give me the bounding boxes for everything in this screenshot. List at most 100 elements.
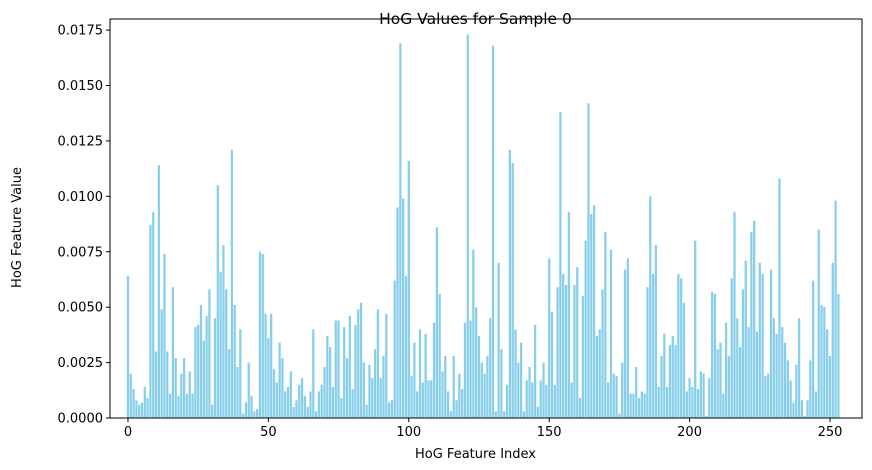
bar — [584, 240, 587, 418]
bar — [772, 318, 775, 418]
bar — [194, 327, 197, 418]
bar — [694, 240, 697, 418]
bar — [345, 358, 349, 418]
bar — [727, 355, 731, 418]
bar — [567, 211, 570, 418]
bar — [343, 327, 346, 418]
bar — [710, 291, 714, 418]
y-tick-label: 0.0025 — [58, 356, 104, 371]
bar — [604, 231, 607, 418]
bar — [331, 386, 335, 418]
bar — [281, 358, 284, 418]
bar — [626, 258, 629, 418]
bar — [286, 386, 290, 418]
bar — [385, 313, 388, 418]
bar — [334, 320, 337, 418]
bar — [326, 335, 329, 418]
bar — [475, 307, 478, 418]
bar — [452, 355, 455, 418]
bar — [424, 333, 427, 418]
bar — [685, 391, 688, 418]
bar — [522, 411, 526, 418]
bar — [837, 293, 840, 418]
bar — [778, 178, 781, 418]
bar — [185, 393, 189, 418]
bar — [803, 415, 806, 418]
bar — [222, 245, 225, 418]
bar — [646, 287, 649, 418]
y-tick-label: 0.0125 — [58, 134, 104, 149]
bar — [514, 329, 517, 418]
bar — [441, 371, 444, 418]
bar — [828, 355, 832, 418]
bar — [536, 406, 540, 418]
bar — [556, 287, 559, 418]
bar — [682, 302, 686, 418]
bar — [525, 380, 528, 418]
bar — [463, 322, 467, 418]
bar — [413, 342, 416, 418]
bar — [716, 349, 719, 418]
bar — [303, 395, 307, 418]
bar — [607, 382, 610, 418]
x-tick-label: 150 — [537, 425, 562, 440]
bar — [831, 262, 834, 418]
x-axis-title: HoG Feature Index — [415, 447, 536, 462]
bar — [601, 289, 604, 418]
bar — [233, 304, 236, 418]
bar — [812, 280, 815, 418]
y-tick-label: 0.0075 — [58, 245, 104, 260]
bar — [724, 322, 728, 418]
bar — [747, 327, 750, 418]
bar — [635, 367, 638, 418]
bar — [491, 45, 495, 418]
bar — [138, 404, 141, 418]
bar — [654, 245, 658, 418]
bar — [219, 271, 222, 418]
bar — [174, 358, 177, 418]
bar — [365, 404, 368, 418]
bar — [559, 112, 562, 418]
bar — [800, 400, 804, 418]
bar — [643, 393, 646, 418]
bar — [733, 211, 736, 418]
bar — [329, 347, 332, 418]
bar — [449, 411, 453, 418]
bar — [216, 185, 219, 418]
bar — [129, 373, 132, 418]
bar — [191, 393, 194, 418]
bar — [744, 260, 747, 418]
bar — [651, 273, 655, 418]
bar — [623, 269, 627, 418]
bar — [702, 373, 705, 418]
bar — [284, 391, 287, 418]
y-tick-label: 0.0175 — [58, 24, 104, 39]
bar — [368, 364, 371, 418]
bar — [264, 313, 267, 418]
bar — [168, 393, 172, 418]
x-tick-label: 50 — [260, 425, 277, 440]
bar — [809, 360, 812, 418]
bar — [323, 367, 326, 418]
bar — [416, 391, 419, 418]
bar — [797, 318, 801, 418]
bar — [483, 373, 486, 418]
bar — [674, 344, 677, 418]
bar — [753, 220, 756, 418]
bar — [300, 378, 304, 418]
bar — [362, 362, 365, 418]
bar — [253, 411, 256, 418]
bar — [337, 320, 340, 418]
bar — [469, 320, 472, 418]
bar — [197, 324, 200, 418]
x-tick-label: 100 — [396, 425, 421, 440]
bar — [357, 309, 360, 418]
bar — [612, 373, 615, 418]
bar — [244, 402, 248, 418]
bar — [699, 371, 702, 418]
bar — [775, 333, 778, 418]
bar — [466, 34, 469, 419]
bar — [677, 273, 680, 418]
bar — [241, 413, 245, 418]
bar — [157, 165, 160, 418]
